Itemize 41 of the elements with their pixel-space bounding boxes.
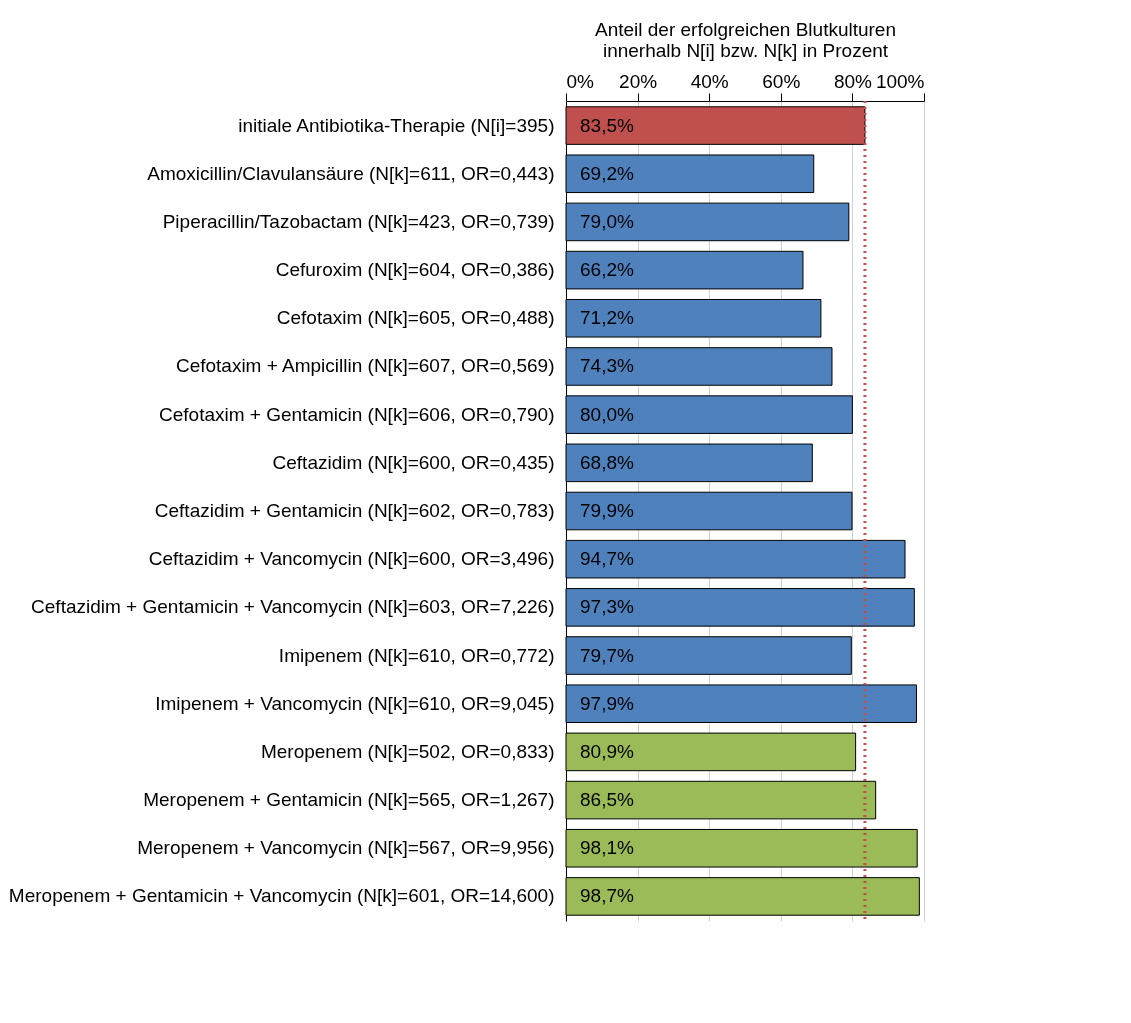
- y-tick-label: Piperacillin/Tazobactam (N[k]=423, OR=0,739): [162, 210, 555, 232]
- data-label: 79,0%: [580, 210, 634, 232]
- data-label: 86,5%: [580, 789, 634, 811]
- y-tick-label: Meropenem + Gentamicin + Vancomycin (N[k]=601, OR=14,600): [8, 885, 555, 907]
- data-label: 97,9%: [580, 692, 634, 714]
- data-label: 79,9%: [580, 500, 634, 521]
- data-label: 79,7%: [580, 644, 634, 666]
- y-tick-label: Cefotaxim (N[k]=605, OR=0,488): [276, 307, 555, 329]
- data-label: 97,3%: [580, 596, 634, 618]
- data-label: 68,8%: [580, 451, 634, 473]
- y-tick-label: Ceftazidim + Gentamicin + Vancomycin (N[k]=603, OR=7,226): [31, 596, 555, 618]
- x-tick-label: 80%: [833, 70, 873, 92]
- y-tick-label: Imipenem + Vancomycin (N[k]=610, OR=9,045): [155, 692, 555, 714]
- data-label: 80,9%: [580, 740, 634, 762]
- y-tick-label: Meropenem (N[k]=502, OR=0,833): [260, 740, 555, 762]
- y-tick-label: Ceftazidim + Vancomycin (N[k]=600, OR=3,496): [148, 548, 555, 570]
- data-label: 71,2%: [580, 307, 634, 329]
- y-tick-label: initiale Antibiotika-Therapie (N[i]=395): [238, 114, 555, 136]
- x-tick-label: 100%: [875, 70, 925, 92]
- x-tick-label: 20%: [619, 70, 658, 92]
- y-tick-label: Meropenem + Vancomycin (N[k]=567, OR=9,956): [137, 837, 555, 859]
- y-tick-label: Ceftazidim + Gentamicin (N[k]=602, OR=0,783): [154, 500, 555, 521]
- data-label: 94,7%: [580, 548, 634, 570]
- data-label: 83,5%: [580, 114, 634, 136]
- data-label: 98,7%: [580, 885, 634, 907]
- data-label: 74,3%: [580, 355, 634, 377]
- x-tick-label: 60%: [762, 70, 801, 92]
- y-tick-label: Imipenem (N[k]=610, OR=0,772): [278, 644, 555, 666]
- y-tick-label: Meropenem + Gentamicin (N[k]=565, OR=1,267): [143, 789, 555, 811]
- y-tick-label: Ceftazidim (N[k]=600, OR=0,435): [272, 451, 555, 473]
- x-tick-label: 40%: [690, 70, 729, 92]
- y-tick-label: Amoxicillin/Clavulansäure (N[k]=611, OR=0,443): [147, 162, 555, 184]
- data-label: 98,1%: [580, 837, 634, 859]
- y-tick-label: Cefotaxim + Ampicillin (N[k]=607, OR=0,569): [175, 355, 555, 377]
- x-tick-label: 0%: [566, 70, 595, 92]
- data-label: 80,0%: [580, 403, 634, 425]
- y-tick-label: Cefotaxim + Gentamicin (N[k]=606, OR=0,790): [159, 403, 555, 425]
- data-label: 66,2%: [580, 259, 634, 281]
- y-tick-label: Cefuroxim (N[k]=604, OR=0,386): [275, 259, 555, 281]
- x-axis-title: Anteil der erfolgreichen Blutkulturen innerhalb N[i] bzw. N[k] in Prozent: [594, 18, 897, 61]
- data-label: 69,2%: [580, 162, 634, 184]
